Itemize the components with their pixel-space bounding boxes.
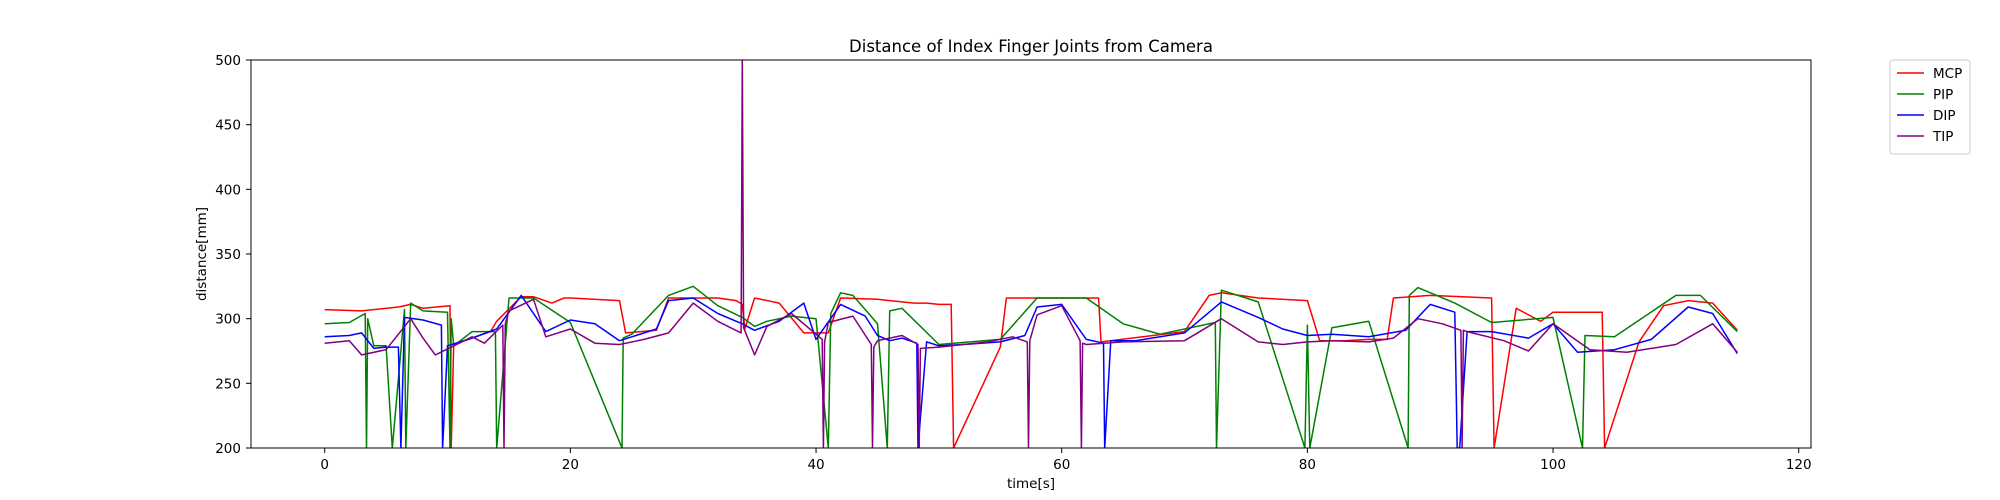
x-axis: 0 20 40 60 80 100 120 [320, 448, 1812, 473]
y-tick-label: 300 [215, 312, 241, 328]
legend-label: DIP [1933, 108, 1956, 124]
y-tick-label: 450 [215, 118, 241, 134]
y-tick-label: 500 [215, 53, 241, 69]
x-tick-label: 40 [807, 457, 824, 473]
legend-items: MCP PIP DIP TIP [1897, 66, 1962, 145]
y-axis-label: distance[mm] [194, 207, 210, 301]
y-tick-label: 400 [215, 182, 241, 198]
legend-item-mcp: MCP [1897, 66, 1962, 82]
x-tick-label: 120 [1786, 457, 1812, 473]
legend: MCP PIP DIP TIP [1889, 59, 1971, 155]
series-line-mcp [324, 292, 1738, 448]
series-layer [324, 60, 1738, 448]
legend-label: PIP [1933, 87, 1953, 103]
x-axis-label: time[s] [1007, 476, 1055, 492]
y-tick-label: 200 [215, 441, 241, 457]
plot-frame [250, 59, 1812, 449]
x-tick-label: 20 [562, 457, 579, 473]
x-tick-label: 100 [1540, 457, 1566, 473]
x-tick-label: 60 [1053, 457, 1070, 473]
chart-title: Distance of Index Finger Joints from Cam… [849, 37, 1213, 56]
series-line-tip [324, 60, 1738, 448]
legend-item-tip: TIP [1897, 129, 1953, 145]
y-tick-label: 250 [215, 376, 241, 392]
legend-item-dip: DIP [1897, 108, 1956, 124]
legend-label: MCP [1933, 66, 1962, 82]
legend-label: TIP [1932, 129, 1953, 145]
legend-item-pip: PIP [1897, 87, 1953, 103]
x-tick-label: 80 [1299, 457, 1316, 473]
legend-box [1889, 59, 1971, 155]
y-axis: 200 250 300 350 400 450 500 [215, 53, 251, 457]
y-tick-label: 350 [215, 247, 241, 263]
series-line-dip [324, 294, 1738, 448]
series-line-pip [324, 285, 1738, 448]
x-tick-label: 0 [320, 457, 329, 473]
